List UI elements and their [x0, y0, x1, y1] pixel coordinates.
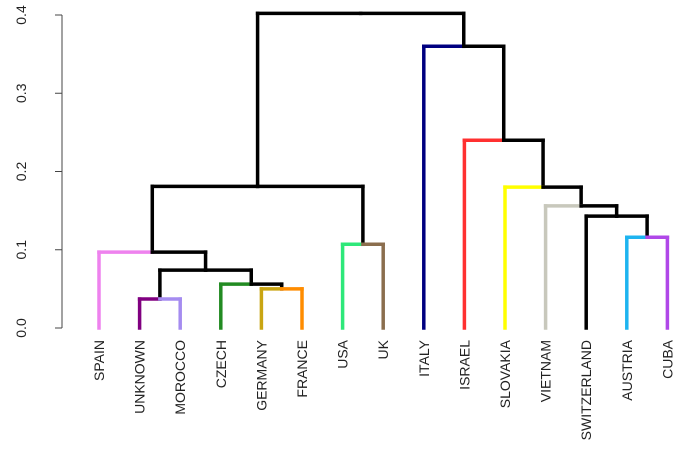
- leaf-label: FRANCE: [294, 340, 310, 398]
- y-tick-label: 0.1: [13, 240, 29, 260]
- leaf-label: SWITZERLAND: [578, 340, 594, 440]
- leaf-label: AUSTRIA: [619, 339, 635, 400]
- leaf-label: USA: [335, 339, 351, 368]
- leaf-label: CZECH: [213, 340, 229, 388]
- leaf-label: ITALY: [416, 339, 432, 376]
- y-tick-label: 0.0: [13, 318, 29, 338]
- leaf-label: GERMANY: [253, 339, 269, 410]
- leaf-label: VIETNAM: [538, 340, 554, 402]
- leaf-label: ISRAEL: [456, 340, 472, 390]
- leaf-label: MOROCCO: [172, 340, 188, 415]
- y-tick-label: 0.2: [13, 162, 29, 182]
- y-tick-label: 0.4: [13, 5, 29, 25]
- y-tick-label: 0.3: [13, 83, 29, 103]
- leaf-label: SLOVAKIA: [497, 339, 513, 408]
- leaf-label: UK: [375, 339, 391, 359]
- leaf-label: SPAIN: [91, 340, 107, 381]
- leaf-label: UNKNOWN: [132, 340, 148, 414]
- leaf-label: CUBA: [659, 339, 675, 379]
